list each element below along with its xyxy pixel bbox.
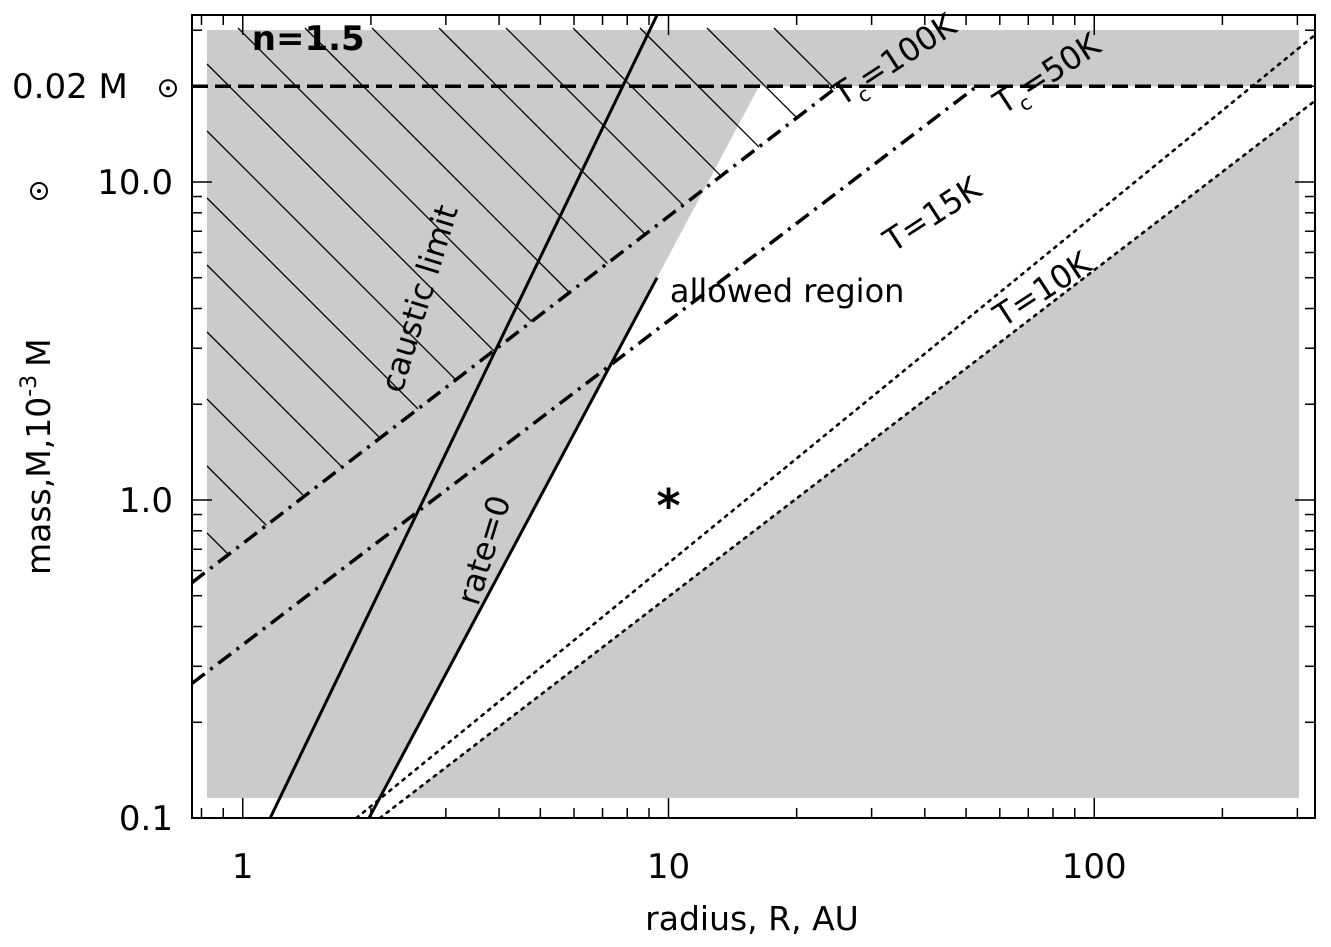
- annotation-text: n=1.5: [252, 19, 365, 59]
- hatch-lines: [206, 27, 836, 555]
- hatch-line: [237, 27, 533, 323]
- y-axis-title-text: mass,M,10-3M: [17, 338, 58, 575]
- sun-symbol: [30, 182, 48, 200]
- series-line-1: [268, 15, 659, 818]
- hatch-line: [206, 465, 267, 526]
- hline-label: 0.02 M: [12, 67, 128, 107]
- plot-frame: [191, 14, 1316, 819]
- annotation-1: n=1.5: [252, 19, 365, 59]
- hatch-line: [206, 398, 305, 497]
- hatch-line: [371, 27, 608, 264]
- x-tick-label-2: 100: [1062, 847, 1127, 887]
- hatch-line: [206, 130, 457, 381]
- series-line-6: [378, 99, 1315, 818]
- allowed-region-area: [379, 86, 1315, 798]
- y-axis-title: mass,M,10-3M: [17, 182, 58, 575]
- hatch-line: [206, 331, 343, 468]
- y-tick-label-1: 1.0: [119, 481, 173, 521]
- hatch-line: [572, 27, 722, 177]
- excluded-region-shading: [207, 30, 1315, 798]
- series-line-2: [367, 276, 659, 818]
- star-marker: *: [656, 479, 680, 533]
- hatched-region: [206, 27, 836, 555]
- series-line-3: [192, 84, 839, 584]
- hatch-line: [773, 27, 836, 90]
- sun-symbol-dot: [37, 189, 41, 193]
- sun-symbol: [159, 79, 177, 98]
- axis-ticks: [192, 15, 1315, 819]
- series-lines: [192, 15, 1315, 818]
- x-tick-label-0: 1: [232, 847, 254, 887]
- y-axis-title-exp: -3: [17, 375, 42, 397]
- sun-symbol-dot: [166, 86, 170, 91]
- hatch-line: [505, 27, 684, 206]
- hatch-line: [206, 532, 229, 555]
- y-tick-label-2: 10.0: [97, 163, 173, 203]
- hatch-line: [206, 63, 495, 352]
- annotation-text: allowed region: [670, 272, 905, 310]
- hatch-line: [438, 27, 646, 235]
- plot-border: [191, 14, 1316, 819]
- hatch-line: [206, 264, 381, 439]
- hatch-line: [206, 197, 419, 410]
- hatch-line: [304, 27, 570, 293]
- x-tick-label-1: 10: [647, 847, 690, 887]
- y-axis-title-unit: M: [19, 338, 58, 366]
- series-line-5: [355, 33, 1315, 818]
- annotation-4: allowed region: [670, 272, 905, 310]
- y-tick-label-0: 0.1: [119, 799, 173, 839]
- hatch-line: [706, 27, 798, 119]
- x-axis-title: radius, R, AU: [645, 899, 859, 938]
